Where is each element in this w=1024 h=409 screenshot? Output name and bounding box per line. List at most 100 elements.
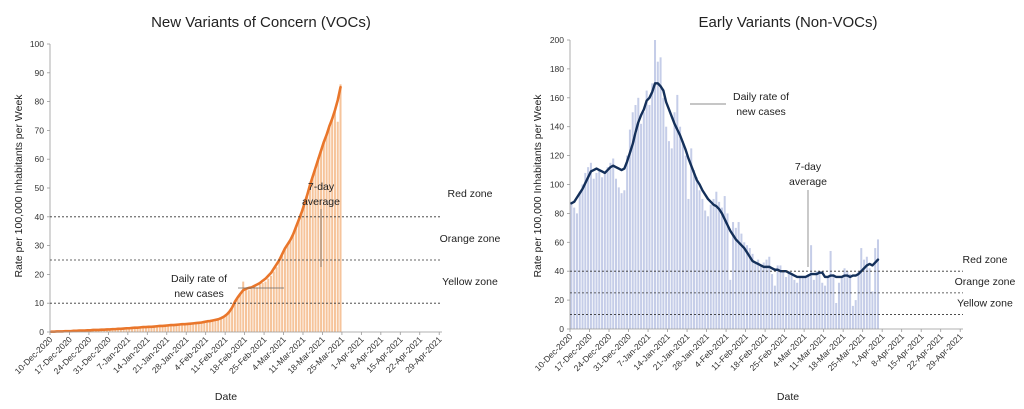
non-voc-daily-bar [584, 172, 587, 329]
voc-daily-bar [258, 284, 261, 332]
voc-daily-bar [172, 324, 175, 332]
non-voc-daily-bar [732, 222, 735, 329]
non-voc-daily-bar [673, 112, 676, 329]
non-voc-daily-bar [620, 193, 623, 329]
non-voc-daily-bar [829, 250, 832, 329]
non-voc-daily-bar [617, 187, 620, 329]
voc-daily-bar [147, 326, 150, 332]
non-voc-daily-bar [782, 271, 785, 329]
non-voc-daily-bar [601, 177, 604, 329]
non-voc-daily-bar [874, 248, 877, 329]
non-voc-daily-bar [846, 271, 849, 329]
non-voc-daily-bar [595, 172, 598, 329]
non-voc-daily-bar [715, 191, 718, 329]
voc-daily-bar [242, 281, 245, 332]
voc-zone-label: Orange zone [440, 233, 501, 245]
voc-daily-bar [161, 325, 164, 332]
non-voc-daily-bar [648, 105, 651, 329]
non-voc-daily-bar [863, 259, 866, 329]
non-voc-daily-bar [654, 40, 657, 329]
voc-daily-bar [306, 196, 309, 332]
voc-daily-bar [239, 294, 242, 332]
non-voc-daily-bar [790, 274, 793, 329]
non-voc-daily-bar [804, 276, 807, 329]
voc-daily-bar [289, 241, 292, 332]
non-voc-daily-bar [581, 184, 584, 329]
non-voc-y-tick-label: 140 [550, 122, 564, 132]
non-voc-daily-bar [718, 201, 721, 329]
voc-daily-bar [139, 327, 142, 332]
voc-daily-bar [156, 326, 159, 332]
voc-daily-bar [117, 328, 120, 332]
non-voc-x-axis-label: Date [777, 391, 799, 403]
non-voc-daily-bar [860, 248, 863, 329]
non-voc-daily-bar [851, 305, 854, 329]
non-voc-daily-bar [709, 204, 712, 329]
non-voc-daily-bar [793, 279, 796, 329]
voc-daily-bar [233, 301, 236, 332]
non-voc-daily-bar [771, 274, 774, 329]
non-voc-y-tick-label: 60 [555, 237, 565, 247]
non-voc-daily-bar [706, 216, 709, 329]
voc-daily-bar [122, 328, 125, 332]
voc-daily-bar [114, 329, 117, 332]
voc-daily-rate-label-line2: new cases [174, 288, 224, 300]
voc-daily-bar [308, 185, 311, 332]
voc-daily-bar [164, 325, 167, 332]
non-voc-daily-bar [695, 177, 698, 329]
voc-daily-bar [281, 255, 284, 332]
voc-daily-bar [322, 141, 325, 332]
non-voc-daily-bar [667, 141, 670, 329]
non-voc-daily-bar [614, 178, 617, 329]
non-voc-daily-bar [754, 262, 757, 329]
voc-daily-bar [247, 290, 250, 332]
non-voc-daily-bar [745, 245, 748, 329]
voc-daily-bar [203, 321, 206, 332]
non-voc-daily-bar [612, 158, 615, 329]
non-voc-daily-bar [837, 282, 840, 329]
voc-y-tick-label: 0 [39, 327, 44, 337]
voc-daily-bar [136, 327, 139, 332]
non-voc-daily-bar [693, 170, 696, 329]
voc-daily-bar [158, 325, 161, 332]
non-voc-daily-bar [704, 210, 707, 329]
non-voc-daily-bar [840, 276, 843, 329]
non-voc-daily-bar [810, 245, 813, 329]
voc-avg-label-line1: 7-day [308, 181, 335, 193]
voc-daily-bar [197, 322, 200, 332]
non-voc-daily-bar [687, 198, 690, 329]
voc-daily-bar [283, 248, 286, 332]
non-voc-daily-bar [606, 167, 609, 329]
non-voc-daily-bar [787, 271, 790, 329]
voc-daily-bar [175, 324, 178, 332]
non-voc-daily-bar [642, 112, 645, 329]
non-voc-y-tick-label: 160 [550, 93, 564, 103]
voc-daily-bar [236, 297, 239, 332]
non-voc-daily-bar [589, 162, 592, 329]
non-voc-daily-bar [570, 201, 573, 329]
non-voc-daily-bar [812, 279, 815, 329]
voc-daily-bar [267, 278, 270, 332]
voc-daily-bar [219, 318, 222, 332]
non-voc-daily-bar [729, 279, 732, 329]
voc-daily-bar [228, 311, 231, 332]
voc-daily-bar [270, 275, 273, 332]
voc-y-tick-label: 60 [35, 154, 45, 164]
non-voc-y-tick-label: 200 [550, 35, 564, 45]
non-voc-zone-label: Red zone [963, 254, 1008, 266]
non-voc-daily-bar [592, 178, 595, 329]
voc-y-tick-label: 50 [35, 183, 45, 193]
voc-daily-bar [183, 323, 186, 332]
non-voc-daily-bar [573, 207, 576, 329]
voc-daily-bar [217, 319, 220, 332]
non-voc-daily-bar [670, 148, 673, 330]
non-voc-daily-bar [871, 291, 874, 329]
voc-daily-bar [264, 281, 267, 332]
non-voc-daily-bar [868, 268, 871, 329]
voc-daily-bar [178, 324, 181, 332]
non-voc-y-tick-label: 100 [550, 180, 564, 190]
voc-daily-bar [275, 267, 278, 332]
non-voc-daily-bar [835, 302, 838, 329]
non-voc-y-tick-label: 20 [555, 295, 565, 305]
voc-y-tick-label: 70 [35, 125, 45, 135]
